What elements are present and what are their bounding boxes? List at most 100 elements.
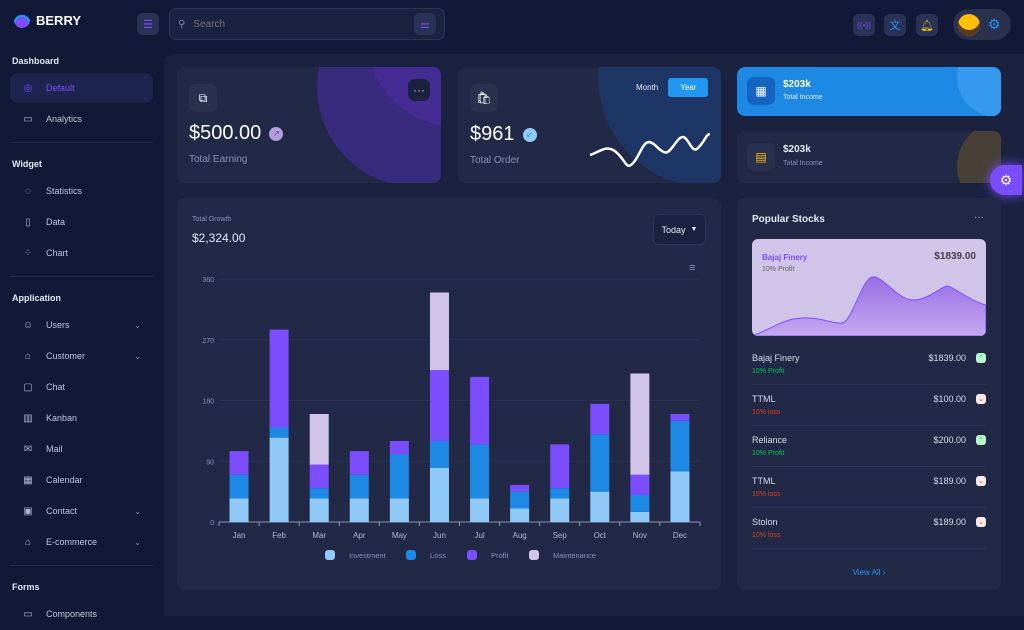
legend-label: Profit bbox=[491, 551, 509, 560]
sidebar-item-e-commerce[interactable]: ⌂ E-commerce ⌄ bbox=[10, 527, 153, 557]
decor-circle bbox=[957, 67, 1001, 116]
stock-row[interactable]: TTML 10% loss $189.00 ⌄ bbox=[752, 467, 986, 508]
bar-investment-feb bbox=[269, 437, 289, 522]
sidebar-section-title: Dashboard bbox=[12, 56, 60, 66]
sidebar-item-statistics[interactable]: ◌ Statistics bbox=[10, 176, 153, 206]
translate-button[interactable]: 文 bbox=[884, 14, 906, 36]
sidebar-item-kanban[interactable]: ▥ Kanban bbox=[10, 403, 153, 433]
sidebar-item-contact[interactable]: ▣ Contact ⌄ bbox=[10, 496, 153, 526]
total-earning-card: ⧉ ··· $500.00 ↗ Total Earning bbox=[177, 67, 441, 183]
sidebar-item-label: Kanban bbox=[46, 413, 78, 423]
bar-profit-mar bbox=[309, 464, 329, 489]
sidebar-item-mail[interactable]: ✉ Mail bbox=[10, 434, 153, 464]
translate-icon: 文 bbox=[889, 20, 901, 32]
bar-investment-jan bbox=[229, 498, 249, 522]
period-select[interactable]: Today ▼ bbox=[653, 214, 706, 245]
featured-stock-price: $1839.00 bbox=[934, 251, 976, 262]
income-value: $203k bbox=[783, 144, 811, 155]
view-all-link[interactable]: View All › bbox=[737, 568, 1001, 577]
stock-row[interactable]: TTML 10% loss $100.00 ⌄ bbox=[752, 385, 986, 426]
live-button[interactable]: ((•)) bbox=[853, 14, 875, 36]
more-button[interactable]: ··· bbox=[408, 79, 430, 101]
bar-investment-dec bbox=[670, 471, 690, 522]
menu-toggle-button[interactable]: ☰ bbox=[137, 13, 159, 35]
shopping-bag-icon: 🛍︎ bbox=[470, 84, 498, 112]
profile-button[interactable]: ⚙ bbox=[953, 9, 1011, 40]
stock-row[interactable]: Stolon 10% loss $189.00 ⌄ bbox=[752, 508, 986, 549]
sidebar-divider bbox=[10, 276, 153, 277]
stock-name: Bajaj Finery bbox=[752, 353, 800, 363]
bar-loss-sep bbox=[550, 488, 570, 499]
forms-icon: ▭ bbox=[23, 608, 33, 620]
month-toggle[interactable]: Month bbox=[636, 83, 659, 92]
sidebar-item-data[interactable]: ▯ Data bbox=[10, 207, 153, 237]
berry-logo-icon bbox=[14, 12, 30, 28]
bar-profit-oct bbox=[590, 403, 610, 435]
x-tick-label: Apr bbox=[353, 531, 366, 540]
sidebar-item-label: E-commerce bbox=[46, 537, 98, 547]
chevron-down-icon: ⌄ bbox=[976, 476, 986, 486]
chart-menu-button[interactable]: ≡ bbox=[689, 262, 695, 274]
calendar-icon: ▦ bbox=[23, 474, 33, 486]
x-tick-label: Jun bbox=[433, 531, 446, 540]
sidebar-item-label: Customer bbox=[46, 351, 86, 361]
layout-kanban-icon: ▥ bbox=[23, 412, 33, 424]
x-tick-label: Mar bbox=[312, 531, 326, 540]
earning-label: Total Earning bbox=[189, 154, 248, 165]
stock-name: Reliance bbox=[752, 435, 788, 445]
income-label: Total Income bbox=[783, 94, 823, 101]
sidebar-item-components[interactable]: ▭ Components bbox=[10, 599, 153, 629]
y-tick-label: 270 bbox=[202, 338, 214, 345]
order-label: Total Order bbox=[470, 155, 520, 166]
x-tick-label: Jul bbox=[474, 531, 484, 540]
x-tick-label: Feb bbox=[272, 531, 286, 540]
customize-button[interactable]: ⚙ bbox=[990, 165, 1022, 195]
nfc-icon: ▣ bbox=[23, 505, 33, 517]
mail-icon: ✉ bbox=[23, 443, 33, 455]
stock-row[interactable]: Bajaj Finery 10% Profit $1839.00 ⌃ bbox=[752, 344, 986, 385]
search-icon: ⚲ bbox=[178, 18, 186, 30]
bar-maintenance-nov bbox=[630, 373, 650, 475]
filter-icon: ⚌ bbox=[420, 18, 430, 31]
y-tick-label: 360 bbox=[202, 277, 214, 284]
search-input[interactable] bbox=[193, 18, 406, 30]
bar-maintenance-mar bbox=[309, 414, 329, 465]
featured-stock-change: 10% Profit bbox=[762, 266, 795, 273]
stock-change: 10% Profit bbox=[752, 368, 785, 375]
bar-loss-mar bbox=[309, 488, 329, 499]
period-value: Today bbox=[661, 224, 686, 235]
wallet-icon: ⧉ bbox=[189, 84, 217, 112]
sidebar-item-default[interactable]: ◎ Default bbox=[10, 73, 153, 103]
bar-investment-sep bbox=[550, 498, 570, 522]
bar-loss-jan bbox=[229, 474, 249, 499]
sidebar-item-label: Analytics bbox=[46, 114, 83, 124]
gear-icon: ⚙ bbox=[999, 171, 1013, 188]
notification-button[interactable]: 🔔︎ bbox=[916, 14, 938, 36]
logo[interactable]: BERRY bbox=[14, 12, 81, 28]
chevron-up-icon: ⌃ bbox=[976, 353, 986, 363]
sidebar-item-users[interactable]: ☺ Users ⌄ bbox=[10, 310, 153, 340]
x-tick-label: Dec bbox=[673, 531, 687, 540]
sidebar-item-calendar[interactable]: ▦ Calendar bbox=[10, 465, 153, 495]
y-tick-label: 0 bbox=[210, 520, 214, 527]
basket-icon: ⌂ bbox=[24, 536, 32, 548]
bar-investment-mar bbox=[309, 498, 329, 522]
sidebar-divider bbox=[10, 142, 153, 143]
x-tick-label: Oct bbox=[594, 531, 607, 540]
chevron-right-icon: › bbox=[882, 568, 886, 577]
stock-change: 10% loss bbox=[752, 532, 781, 539]
bar-loss-aug bbox=[510, 491, 530, 509]
sidebar-item-chat[interactable]: ▢ Chat bbox=[10, 372, 153, 402]
popular-stocks-card: Popular Stocks ··· Bajaj Finery 10% Prof… bbox=[737, 198, 1001, 590]
sidebar-item-customer[interactable]: ⌂ Customer ⌄ bbox=[10, 341, 153, 371]
total-income-card-secondary: ▤ $203k Total Income bbox=[737, 131, 1001, 183]
sidebar-item-chart[interactable]: ⁘ Chart bbox=[10, 238, 153, 268]
filter-button[interactable]: ⚌ bbox=[414, 13, 436, 35]
legend-label: Maintenance bbox=[553, 551, 596, 560]
x-tick-label: Jan bbox=[233, 531, 246, 540]
stock-row[interactable]: Reliance 10% Profit $200.00 ⌃ bbox=[752, 426, 986, 467]
year-toggle[interactable]: Year bbox=[668, 78, 709, 97]
more-button[interactable]: ··· bbox=[974, 212, 984, 223]
hamburger-icon: ≡ bbox=[689, 262, 696, 274]
sidebar-item-analytics[interactable]: ▭ Analytics bbox=[10, 104, 153, 134]
